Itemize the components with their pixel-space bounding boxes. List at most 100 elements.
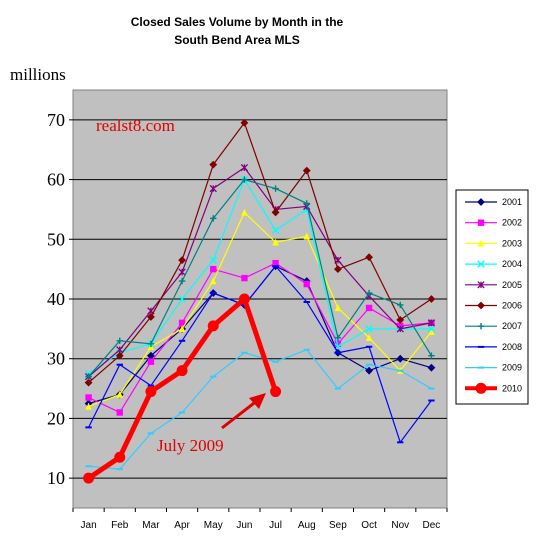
legend-label: 2007	[502, 321, 522, 331]
series-line	[88, 178, 432, 375]
data-point	[84, 378, 93, 387]
data-point	[477, 323, 485, 330]
x-tick-label: Feb	[111, 520, 129, 531]
data-point	[145, 386, 157, 398]
series-2002	[85, 259, 435, 416]
series-line	[88, 265, 432, 443]
data-point	[241, 176, 248, 183]
legend-label: 2008	[502, 342, 522, 352]
x-tick-label: Jul	[269, 520, 282, 531]
data-point	[427, 295, 436, 303]
y-tick-label: 30	[47, 349, 65, 369]
legend-label: 2002	[502, 218, 522, 228]
series-line	[88, 178, 432, 378]
series-line	[88, 167, 432, 378]
legend-entry-2001: 2001	[465, 197, 522, 207]
x-tick-label: Jun	[236, 520, 252, 531]
data-point	[178, 325, 186, 333]
x-tick-label: Apr	[174, 520, 190, 531]
data-point	[207, 320, 219, 332]
x-tick-label: Aug	[298, 520, 316, 531]
x-tick-label: Mar	[142, 520, 160, 531]
data-point	[241, 208, 248, 216]
legend-entry-2002: 2002	[465, 218, 522, 228]
data-point	[115, 351, 124, 360]
legend-label: 2003	[502, 238, 522, 248]
series-lines	[83, 118, 436, 484]
data-point	[302, 166, 311, 175]
data-point	[334, 265, 342, 274]
legend-label: 2006	[502, 301, 522, 311]
data-point	[272, 238, 279, 246]
legend-box	[455, 189, 529, 405]
legend-label: 2004	[502, 259, 522, 269]
data-point	[303, 280, 310, 288]
y-tick-label: 10	[47, 468, 65, 488]
series-2006	[84, 118, 436, 387]
data-point	[271, 226, 280, 235]
data-point	[116, 390, 123, 398]
legend-entry-2010: 2010	[465, 382, 522, 394]
data-point	[365, 289, 373, 297]
data-point	[427, 325, 436, 333]
data-point	[477, 198, 485, 206]
data-point	[365, 325, 373, 333]
annotation-arrow-shaft	[221, 398, 259, 430]
chart-title-line-1: Closed Sales Volume by Month in the	[131, 15, 344, 29]
series-line	[88, 349, 432, 470]
annotation-arrow-head	[249, 393, 266, 409]
data-point	[85, 394, 92, 401]
data-point	[477, 239, 485, 247]
series-2007	[85, 176, 435, 380]
data-point	[178, 256, 186, 265]
data-point	[477, 281, 485, 289]
data-point	[365, 304, 373, 312]
data-point	[240, 118, 249, 127]
data-point	[365, 334, 373, 342]
y-tick-label: 70	[47, 110, 65, 130]
annotation-arrow	[221, 393, 266, 430]
chart-title-line-2: South Bend Area MLS	[174, 33, 300, 47]
x-tick-label: Jan	[81, 520, 97, 531]
data-point	[209, 256, 217, 264]
x-tick-label: Dec	[423, 520, 441, 531]
y-axis-unit-label: millions	[10, 65, 66, 84]
data-point	[238, 293, 250, 305]
series-line	[88, 211, 432, 408]
series-line	[88, 262, 432, 414]
data-point	[210, 215, 217, 222]
data-point	[83, 472, 95, 484]
y-tick-label: 60	[47, 170, 65, 190]
data-point	[396, 354, 405, 363]
legend-entry-2003: 2003	[465, 238, 522, 248]
legend-label: 2005	[502, 280, 522, 290]
x-tick-label: Oct	[361, 520, 377, 531]
data-point	[396, 315, 405, 324]
data-point	[272, 259, 279, 267]
data-point	[303, 232, 310, 240]
data-point	[209, 184, 217, 193]
series-2005	[84, 163, 436, 381]
data-point	[270, 386, 282, 398]
data-point	[477, 260, 485, 268]
data-point	[209, 160, 218, 169]
data-point	[85, 373, 92, 380]
data-point	[147, 358, 155, 365]
data-point	[365, 253, 373, 262]
x-axis-ticks: Jan Feb Mar Apr May Jun Jul Aug Sep Oct Nov Dec	[72, 508, 448, 531]
data-point	[85, 402, 92, 410]
data-point	[334, 334, 342, 342]
watermark-text: realst8.com	[96, 116, 175, 135]
y-tick-label: 20	[47, 408, 65, 428]
data-point	[176, 365, 188, 377]
data-point	[397, 301, 404, 309]
legend-entry-2005: 2005	[465, 280, 522, 290]
data-point	[116, 409, 123, 416]
data-point	[427, 363, 436, 372]
data-point	[178, 277, 186, 285]
data-point	[210, 277, 217, 285]
data-point	[334, 304, 342, 312]
data-point	[475, 382, 487, 394]
data-point	[178, 295, 186, 303]
